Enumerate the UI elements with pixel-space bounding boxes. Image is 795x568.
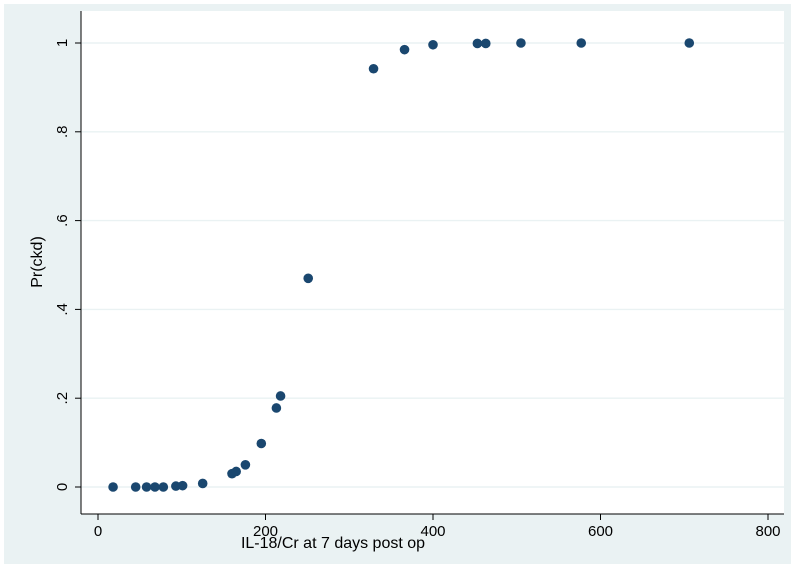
data-point (240, 460, 251, 470)
graph-region: 0 .2 .4 .6 .8 1 0 200 400 600 800 IL-18/Cr at 7 da… (4, 4, 791, 564)
axes: 0 .2 .4 .6 .8 1 0 200 400 600 800 (54, 11, 784, 540)
x-tick-label-2: 400 (420, 523, 445, 540)
plot-area (81, 11, 784, 514)
y-axis-title: Pr(ckd) (29, 236, 46, 288)
data-point (141, 482, 152, 492)
y-tick-label-2: .4 (54, 303, 71, 316)
x-axis-title: IL-18/Cr at 7 days post op (241, 535, 425, 552)
data-points (108, 38, 695, 492)
data-point (108, 482, 118, 492)
y-tick-label-1: .2 (54, 392, 71, 405)
data-point (231, 466, 241, 477)
data-point (428, 39, 438, 50)
data-point (177, 480, 188, 491)
data-point (399, 44, 410, 55)
y-tick-label-5: 1 (54, 39, 71, 47)
data-point (130, 482, 141, 492)
data-point (472, 38, 483, 49)
data-point (158, 482, 169, 492)
data-point (197, 478, 208, 489)
x-tick-label-3: 600 (588, 523, 613, 540)
data-point (150, 482, 160, 492)
y-tick-label-4: .8 (54, 126, 71, 139)
data-point (684, 38, 695, 48)
y-tick-label-0: 0 (54, 483, 71, 491)
data-point (516, 38, 526, 48)
data-point (368, 63, 379, 74)
y-tick-label-3: .6 (54, 214, 71, 227)
x-tick-label-1: 200 (253, 523, 278, 540)
x-tick-label-4: 800 (755, 523, 780, 540)
data-point (303, 273, 314, 284)
x-tick-label-0: 0 (94, 523, 102, 540)
data-point (576, 38, 587, 48)
data-point (480, 38, 491, 49)
data-point (275, 391, 286, 401)
scatter-chart: 0 .2 .4 .6 .8 1 0 200 400 600 800 IL-18/Cr at 7 da… (29, 11, 784, 552)
data-point (256, 438, 267, 449)
data-point (271, 403, 282, 413)
